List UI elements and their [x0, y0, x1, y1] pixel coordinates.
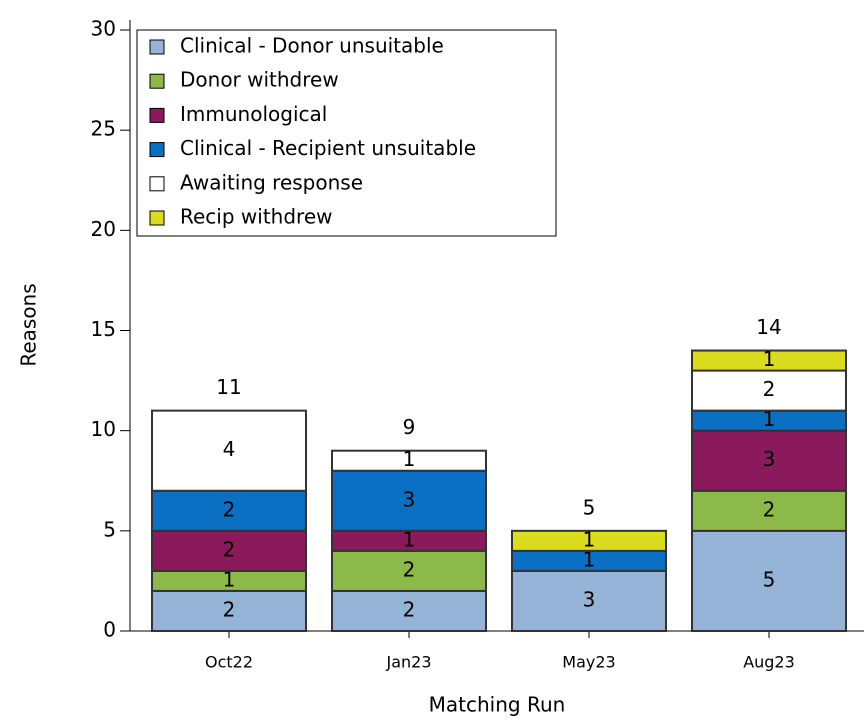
- bar-segment: [331, 589, 487, 633]
- bar-segment: [691, 529, 847, 632]
- bar-segment: [331, 449, 487, 472]
- x-axis-label: Matching Run: [429, 693, 566, 717]
- data-label: 2: [403, 597, 416, 621]
- bar-segment: [331, 469, 487, 532]
- y-tick-label: 15: [91, 317, 116, 341]
- x-tick-label: Aug23: [743, 653, 795, 672]
- legend-swatch: [149, 176, 165, 192]
- legend-label: Awaiting response: [180, 170, 363, 194]
- data-label: 2: [763, 377, 776, 401]
- bar-segment: [151, 409, 307, 492]
- total-label: 11: [216, 375, 241, 399]
- data-label: 1: [763, 347, 776, 371]
- legend-label: Donor withdrew: [180, 68, 339, 92]
- data-label: 1: [583, 527, 596, 551]
- data-label: 1: [403, 527, 416, 551]
- y-tick-label: 10: [91, 417, 116, 441]
- legend-label: Clinical - Donor unsuitable: [180, 34, 444, 58]
- data-label: 1: [223, 567, 236, 591]
- y-tick-label: 20: [91, 217, 116, 241]
- data-label: 2: [223, 497, 236, 521]
- legend-label: Recip withdrew: [180, 205, 332, 229]
- x-tick-label: May23: [562, 653, 615, 672]
- data-label: 1: [763, 407, 776, 431]
- legend-box: [136, 29, 557, 237]
- data-label: 2: [223, 597, 236, 621]
- data-label: 1: [403, 447, 416, 471]
- x-tick-label: Jan23: [385, 653, 431, 672]
- data-label: 2: [223, 537, 236, 561]
- data-label: 3: [763, 447, 776, 471]
- y-axis-label: Reasons: [17, 283, 41, 366]
- bar-segment: [151, 489, 307, 532]
- data-label: 2: [763, 497, 776, 521]
- legend-swatch: [149, 73, 165, 89]
- data-label: 4: [223, 437, 236, 461]
- data-label: 1: [583, 547, 596, 571]
- legend-swatch: [149, 142, 165, 158]
- total-label: 14: [756, 315, 781, 339]
- total-label: 9: [403, 415, 416, 439]
- bar-segment: [691, 349, 847, 372]
- bar-segment: [511, 569, 667, 633]
- legend-swatch: [149, 107, 165, 123]
- data-label: 3: [583, 587, 596, 611]
- data-label: 2: [403, 557, 416, 581]
- total-label: 5: [583, 495, 596, 519]
- bar-segment: [691, 489, 847, 532]
- y-tick-label: 25: [91, 117, 116, 141]
- x-tick-label: Oct22: [205, 653, 253, 672]
- bar-segment: [691, 369, 847, 412]
- bar-segment: [331, 549, 487, 592]
- y-tick-label: 0: [103, 618, 116, 642]
- legend-label: Immunological: [180, 102, 327, 126]
- bar-segment: [511, 529, 667, 552]
- legend-label: Clinical - Recipient unsuitable: [180, 136, 476, 160]
- bar-segment: [691, 429, 847, 492]
- data-label: 5: [763, 567, 776, 591]
- y-tick-label: 30: [91, 17, 116, 41]
- legend-swatch: [149, 39, 165, 55]
- y-tick-label: 5: [103, 517, 116, 541]
- data-label: 3: [403, 487, 416, 511]
- legend-swatch: [149, 210, 165, 226]
